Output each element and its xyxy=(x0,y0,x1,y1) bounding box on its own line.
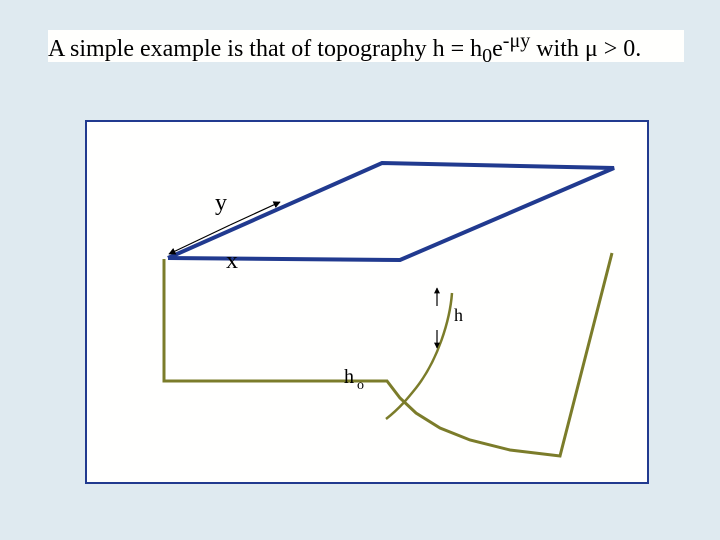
topo-curve xyxy=(386,293,452,419)
topo-outline xyxy=(164,253,612,456)
label-h0-o: o xyxy=(357,378,364,394)
label-h: h xyxy=(454,305,463,326)
label-x: x xyxy=(226,248,238,275)
label-h0-h: h xyxy=(344,366,354,389)
label-y: y xyxy=(215,190,227,217)
x-axis-arrow xyxy=(169,225,230,254)
top-surface xyxy=(168,163,614,260)
slide-root: A simple example is that of topography h… xyxy=(0,0,720,540)
diagram-svg xyxy=(0,0,720,540)
